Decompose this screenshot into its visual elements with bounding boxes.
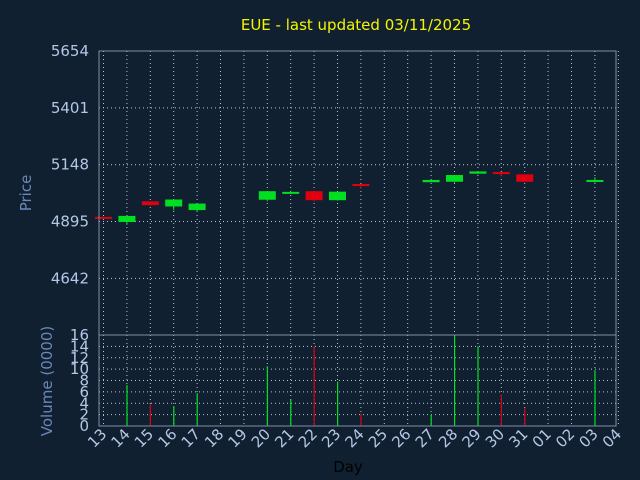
candle-body: [446, 175, 463, 182]
volume-plot-frame: [98, 334, 617, 427]
volume-tick-label: 6: [79, 383, 89, 401]
volume-bar: [126, 385, 128, 426]
volume-bar: [477, 346, 479, 426]
price-tick-label: 5148: [51, 156, 89, 174]
volume-bar: [500, 394, 502, 426]
volume-bar: [149, 404, 151, 426]
price-axis-label: Price: [17, 175, 35, 212]
candle-body: [258, 191, 276, 200]
candle-body: [492, 172, 510, 175]
candle-body: [118, 215, 136, 222]
volume-bar: [430, 414, 432, 426]
volume-bar: [524, 407, 526, 426]
volume-bars: [126, 335, 596, 426]
day-tick-labels: 1314151617181920212223242526272829303101…: [84, 425, 625, 451]
price-tick-label: 4642: [51, 269, 89, 287]
volume-tick-label: 16: [70, 326, 89, 344]
candle-body: [422, 179, 440, 183]
volume-tick-label: 14: [70, 337, 89, 355]
candle-body: [95, 216, 112, 219]
volume-tick-label: 12: [70, 349, 89, 367]
price-grid: [99, 50, 619, 335]
candle-body: [469, 171, 487, 174]
price-tick-labels: 4642 4895 5148 5401 5654: [51, 42, 89, 287]
volume-bar: [196, 393, 198, 426]
candle-body: [586, 179, 604, 182]
volume-bar: [360, 413, 362, 426]
volume-axis-label: Volume (0000): [38, 326, 56, 436]
volume-bar: [173, 406, 175, 426]
volume-tick-label: 2: [79, 406, 89, 424]
candle-body: [188, 203, 206, 211]
candle-body: [305, 191, 323, 201]
price-tick-label: 5401: [51, 99, 89, 117]
candle-body: [165, 199, 183, 207]
candle-body: [329, 191, 346, 201]
candle-body: [352, 184, 370, 187]
volume-bar: [290, 399, 292, 426]
volume-tick-label: 0: [79, 417, 89, 435]
day-axis-label: Day: [333, 458, 363, 476]
candle-body: [516, 174, 534, 182]
volume-tick-label: 8: [79, 372, 89, 390]
candle-body: [282, 191, 300, 194]
chart-title: EUE - last updated 03/11/2025: [241, 16, 471, 34]
candle-body: [141, 201, 159, 206]
volume-bar: [454, 335, 456, 426]
volume-bar: [266, 366, 268, 426]
volume-bar: [337, 381, 339, 426]
price-tick-label: 5654: [51, 42, 89, 60]
price-candles: [95, 170, 604, 225]
volume-tick-label: 10: [70, 360, 89, 378]
price-tick-label: 4895: [51, 213, 89, 231]
volume-tick-label: 4: [79, 394, 89, 412]
volume-bar: [594, 370, 596, 426]
volume-bar: [313, 346, 315, 426]
